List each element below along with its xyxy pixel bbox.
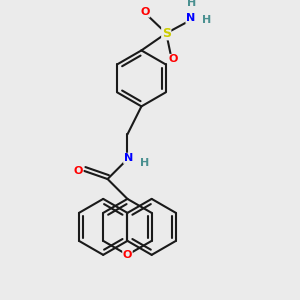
Text: H: H	[202, 15, 212, 25]
Text: O: O	[168, 54, 178, 64]
Text: H: H	[140, 158, 149, 168]
Text: N: N	[124, 153, 133, 163]
Text: O: O	[123, 250, 132, 260]
Text: O: O	[140, 7, 150, 17]
Text: N: N	[186, 14, 195, 23]
Text: O: O	[74, 166, 83, 176]
Text: S: S	[162, 27, 171, 40]
Text: H: H	[188, 0, 196, 8]
